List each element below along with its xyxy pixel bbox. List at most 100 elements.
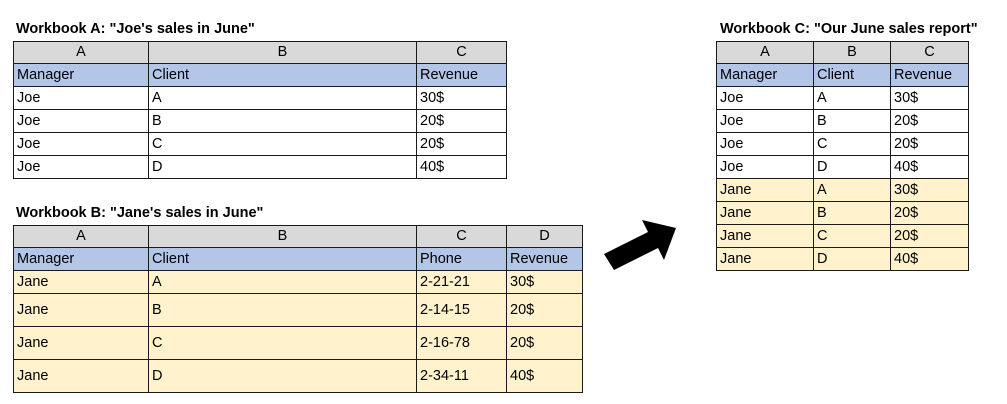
column-letter[interactable]: B — [813, 41, 891, 64]
cell[interactable]: Joe — [13, 109, 149, 133]
header-cell[interactable]: Client — [148, 247, 417, 271]
cell[interactable]: D — [813, 155, 891, 179]
header-cell[interactable]: Manager — [716, 63, 814, 87]
cell[interactable]: Jane — [716, 178, 814, 202]
column-letter[interactable]: C — [416, 41, 507, 64]
column-letter[interactable]: A — [716, 41, 814, 64]
cell[interactable]: 20$ — [416, 132, 507, 156]
cell[interactable]: D — [148, 155, 417, 179]
table-row: Joe C 20$ — [716, 132, 969, 156]
column-letter[interactable]: B — [148, 41, 417, 64]
table-row: Joe A 30$ — [13, 86, 507, 110]
cell[interactable]: Jane — [716, 247, 814, 271]
column-letters-row: A B C D — [13, 225, 583, 248]
cell[interactable]: Jane — [716, 224, 814, 248]
cell[interactable]: 20$ — [890, 201, 969, 225]
cell[interactable]: C — [813, 224, 891, 248]
header-cell[interactable]: Manager — [13, 247, 149, 271]
cell[interactable]: 30$ — [890, 86, 969, 110]
column-letter[interactable]: C — [416, 225, 507, 248]
cell[interactable]: Joe — [13, 132, 149, 156]
cell[interactable]: 20$ — [506, 326, 583, 360]
cell[interactable]: Jane — [13, 293, 149, 327]
table-row: Jane D 40$ — [716, 247, 969, 271]
column-letters-row: A B C — [716, 41, 969, 64]
header-row: Manager Client Revenue — [13, 63, 507, 87]
header-cell[interactable]: Phone — [416, 247, 507, 271]
header-cell[interactable]: Manager — [13, 63, 149, 87]
workbook-c-table: A B C Manager Client Revenue Joe A 30$ J… — [716, 41, 969, 271]
cell[interactable]: D — [148, 359, 417, 393]
workbook-b-table: A B C D Manager Client Phone Revenue Jan… — [13, 225, 583, 393]
cell[interactable]: 20$ — [506, 293, 583, 327]
header-cell[interactable]: Revenue — [416, 63, 507, 87]
cell[interactable]: 40$ — [890, 247, 969, 271]
table-row: Jane D 2-34-11 40$ — [13, 359, 583, 393]
cell[interactable]: 40$ — [890, 155, 969, 179]
column-letters-row: A B C — [13, 41, 507, 64]
table-row: Jane B 2-14-15 20$ — [13, 293, 583, 327]
cell[interactable]: 30$ — [416, 86, 507, 110]
cell[interactable]: 30$ — [890, 178, 969, 202]
cell[interactable]: Jane — [13, 326, 149, 360]
cell[interactable]: 2-34-11 — [416, 359, 507, 393]
cell[interactable]: A — [148, 270, 417, 294]
table-row: Jane B 20$ — [716, 201, 969, 225]
cell[interactable]: C — [813, 132, 891, 156]
column-letter[interactable]: C — [890, 41, 969, 64]
table-row: Joe B 20$ — [716, 109, 969, 133]
table-row: Joe D 40$ — [13, 155, 507, 179]
cell[interactable]: Jane — [716, 201, 814, 225]
table-row: Joe A 30$ — [716, 86, 969, 110]
cell[interactable]: A — [813, 178, 891, 202]
cell[interactable]: 20$ — [416, 109, 507, 133]
header-cell[interactable]: Client — [813, 63, 891, 87]
cell[interactable]: 20$ — [890, 109, 969, 133]
cell[interactable]: 2-21-21 — [416, 270, 507, 294]
cell[interactable]: 40$ — [506, 359, 583, 393]
header-cell[interactable]: Revenue — [506, 247, 583, 271]
cell[interactable]: Joe — [716, 155, 814, 179]
cell[interactable]: A — [148, 86, 417, 110]
cell[interactable]: Joe — [716, 109, 814, 133]
header-row: Manager Client Phone Revenue — [13, 247, 583, 271]
arrow-shape — [604, 220, 676, 270]
header-row: Manager Client Revenue — [716, 63, 969, 87]
cell[interactable]: Joe — [13, 86, 149, 110]
workbook-a-table: A B C Manager Client Revenue Joe A 30$ J… — [13, 41, 507, 179]
cell[interactable]: 2-16-78 — [416, 326, 507, 360]
header-cell[interactable]: Client — [148, 63, 417, 87]
cell[interactable]: Jane — [13, 270, 149, 294]
cell[interactable]: 40$ — [416, 155, 507, 179]
workbook-c-title: Workbook C: "Our June sales report" — [720, 21, 978, 37]
table-row: Joe B 20$ — [13, 109, 507, 133]
cell[interactable]: C — [148, 132, 417, 156]
workbook-b-title: Workbook B: "Jane's sales in June" — [16, 205, 264, 221]
column-letter[interactable]: D — [506, 225, 583, 248]
cell[interactable]: B — [813, 109, 891, 133]
cell[interactable]: 2-14-15 — [416, 293, 507, 327]
cell[interactable]: Joe — [716, 86, 814, 110]
table-row: Joe D 40$ — [716, 155, 969, 179]
cell[interactable]: Joe — [716, 132, 814, 156]
header-cell[interactable]: Revenue — [890, 63, 969, 87]
cell[interactable]: 20$ — [890, 224, 969, 248]
table-row: Jane A 2-21-21 30$ — [13, 270, 583, 294]
cell[interactable]: 20$ — [890, 132, 969, 156]
table-row: Jane C 2-16-78 20$ — [13, 326, 583, 360]
cell[interactable]: Joe — [13, 155, 149, 179]
cell[interactable]: 30$ — [506, 270, 583, 294]
cell[interactable]: B — [148, 293, 417, 327]
column-letter[interactable]: B — [148, 225, 417, 248]
table-row: Jane A 30$ — [716, 178, 969, 202]
cell[interactable]: C — [148, 326, 417, 360]
column-letter[interactable]: A — [13, 225, 149, 248]
workbook-a-title: Workbook A: "Joe's sales in June" — [16, 21, 255, 37]
cell[interactable]: B — [813, 201, 891, 225]
cell[interactable]: A — [813, 86, 891, 110]
column-letter[interactable]: A — [13, 41, 149, 64]
cell[interactable]: B — [148, 109, 417, 133]
cell[interactable]: D — [813, 247, 891, 271]
table-row: Joe C 20$ — [13, 132, 507, 156]
cell[interactable]: Jane — [13, 359, 149, 393]
